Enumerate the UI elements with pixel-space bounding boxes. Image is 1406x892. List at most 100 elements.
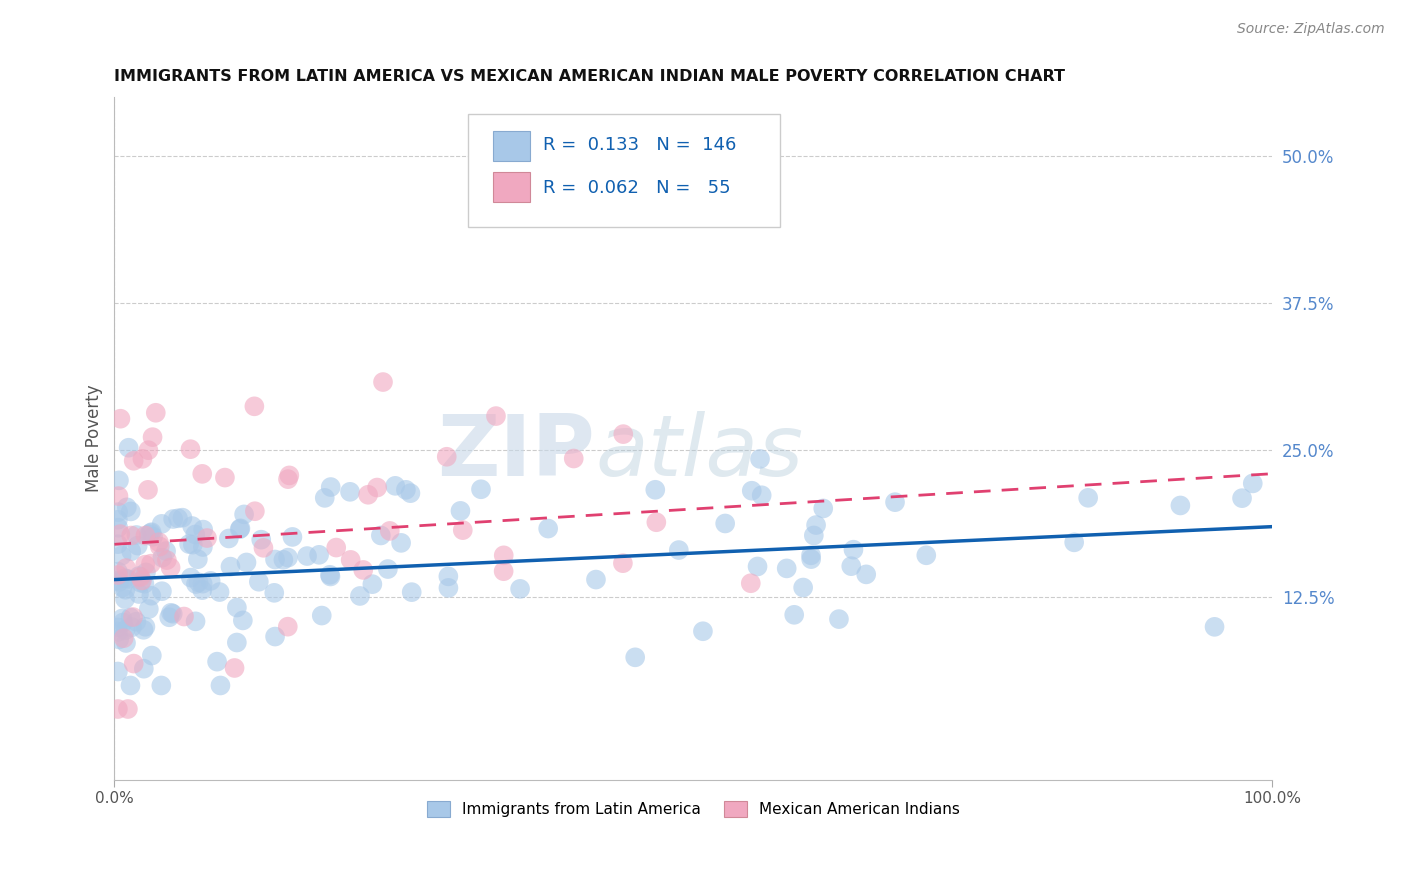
Point (131, 574, 153, 588)
Point (252, 541, 274, 555)
Point (136, 483, 159, 497)
Point (191, 467, 214, 481)
Point (138, 602, 160, 616)
Point (264, 552, 287, 566)
Point (115, 636, 138, 650)
Point (264, 630, 287, 644)
Point (273, 553, 295, 567)
Point (134, 620, 156, 634)
Y-axis label: Male Poverty: Male Poverty (86, 384, 103, 492)
Point (107, 620, 129, 634)
Point (205, 655, 228, 669)
Point (187, 552, 209, 566)
Point (149, 540, 172, 554)
Point (361, 577, 384, 591)
Point (357, 488, 380, 502)
Point (108, 474, 131, 488)
Point (800, 552, 823, 566)
Point (247, 574, 270, 589)
Point (117, 702, 139, 716)
Point (295, 549, 318, 563)
Point (232, 614, 254, 628)
Point (145, 406, 167, 420)
Point (644, 483, 666, 497)
Point (277, 620, 299, 634)
Point (139, 557, 162, 571)
Point (692, 624, 714, 639)
Point (395, 483, 418, 497)
Point (111, 611, 134, 625)
Point (110, 549, 132, 563)
Point (668, 543, 690, 558)
Point (783, 607, 806, 622)
Point (122, 454, 145, 468)
Point (278, 468, 301, 483)
Point (114, 582, 136, 597)
Text: R =  0.062   N =   55: R = 0.062 N = 55 (543, 179, 731, 197)
Point (181, 538, 204, 552)
Point (647, 184, 669, 198)
Point (200, 574, 222, 588)
Point (378, 524, 401, 538)
Point (741, 483, 763, 498)
Point (135, 566, 157, 580)
Text: Source: ZipAtlas.com: Source: ZipAtlas.com (1237, 22, 1385, 37)
Point (107, 665, 129, 679)
Point (107, 537, 129, 551)
Point (377, 562, 399, 576)
Point (141, 648, 163, 663)
Point (371, 375, 394, 389)
Point (125, 528, 148, 542)
Point (184, 615, 207, 629)
Point (243, 504, 266, 518)
Point (108, 632, 131, 647)
Point (120, 610, 142, 624)
Point (792, 581, 814, 595)
Point (122, 610, 145, 624)
Point (142, 530, 165, 544)
Point (384, 479, 406, 493)
Point (187, 575, 209, 590)
Point (107, 505, 129, 519)
Point (250, 533, 273, 547)
Point (180, 571, 202, 585)
Point (281, 530, 304, 544)
Point (492, 564, 515, 578)
Point (776, 561, 799, 575)
Point (132, 623, 155, 637)
Point (389, 536, 412, 550)
Point (107, 565, 129, 579)
Point (128, 569, 150, 583)
Text: ZIP: ZIP (437, 410, 595, 493)
Point (1230, 491, 1253, 505)
Point (1063, 535, 1085, 549)
Point (193, 523, 215, 537)
Point (125, 615, 148, 629)
Point (228, 522, 250, 536)
Point (110, 527, 132, 541)
FancyBboxPatch shape (468, 114, 780, 227)
Point (179, 442, 201, 457)
Point (314, 491, 336, 505)
Point (436, 450, 458, 464)
Point (319, 569, 342, 583)
Point (112, 631, 135, 645)
Point (277, 472, 299, 486)
Point (122, 657, 145, 671)
Point (401, 585, 423, 599)
Point (134, 528, 156, 542)
Point (714, 516, 737, 531)
Point (131, 451, 153, 466)
Point (121, 620, 143, 634)
Point (117, 572, 139, 586)
Point (114, 592, 136, 607)
Text: IMMIGRANTS FROM LATIN AMERICA VS MEXICAN AMERICAN INDIAN MALE POVERTY CORRELATIO: IMMIGRANTS FROM LATIN AMERICA VS MEXICAN… (114, 69, 1066, 84)
Point (191, 576, 214, 591)
Point (747, 559, 769, 574)
Point (311, 608, 333, 623)
Point (134, 558, 156, 572)
Point (224, 661, 246, 675)
Point (107, 624, 129, 639)
Point (150, 584, 173, 599)
Point (128, 587, 150, 601)
